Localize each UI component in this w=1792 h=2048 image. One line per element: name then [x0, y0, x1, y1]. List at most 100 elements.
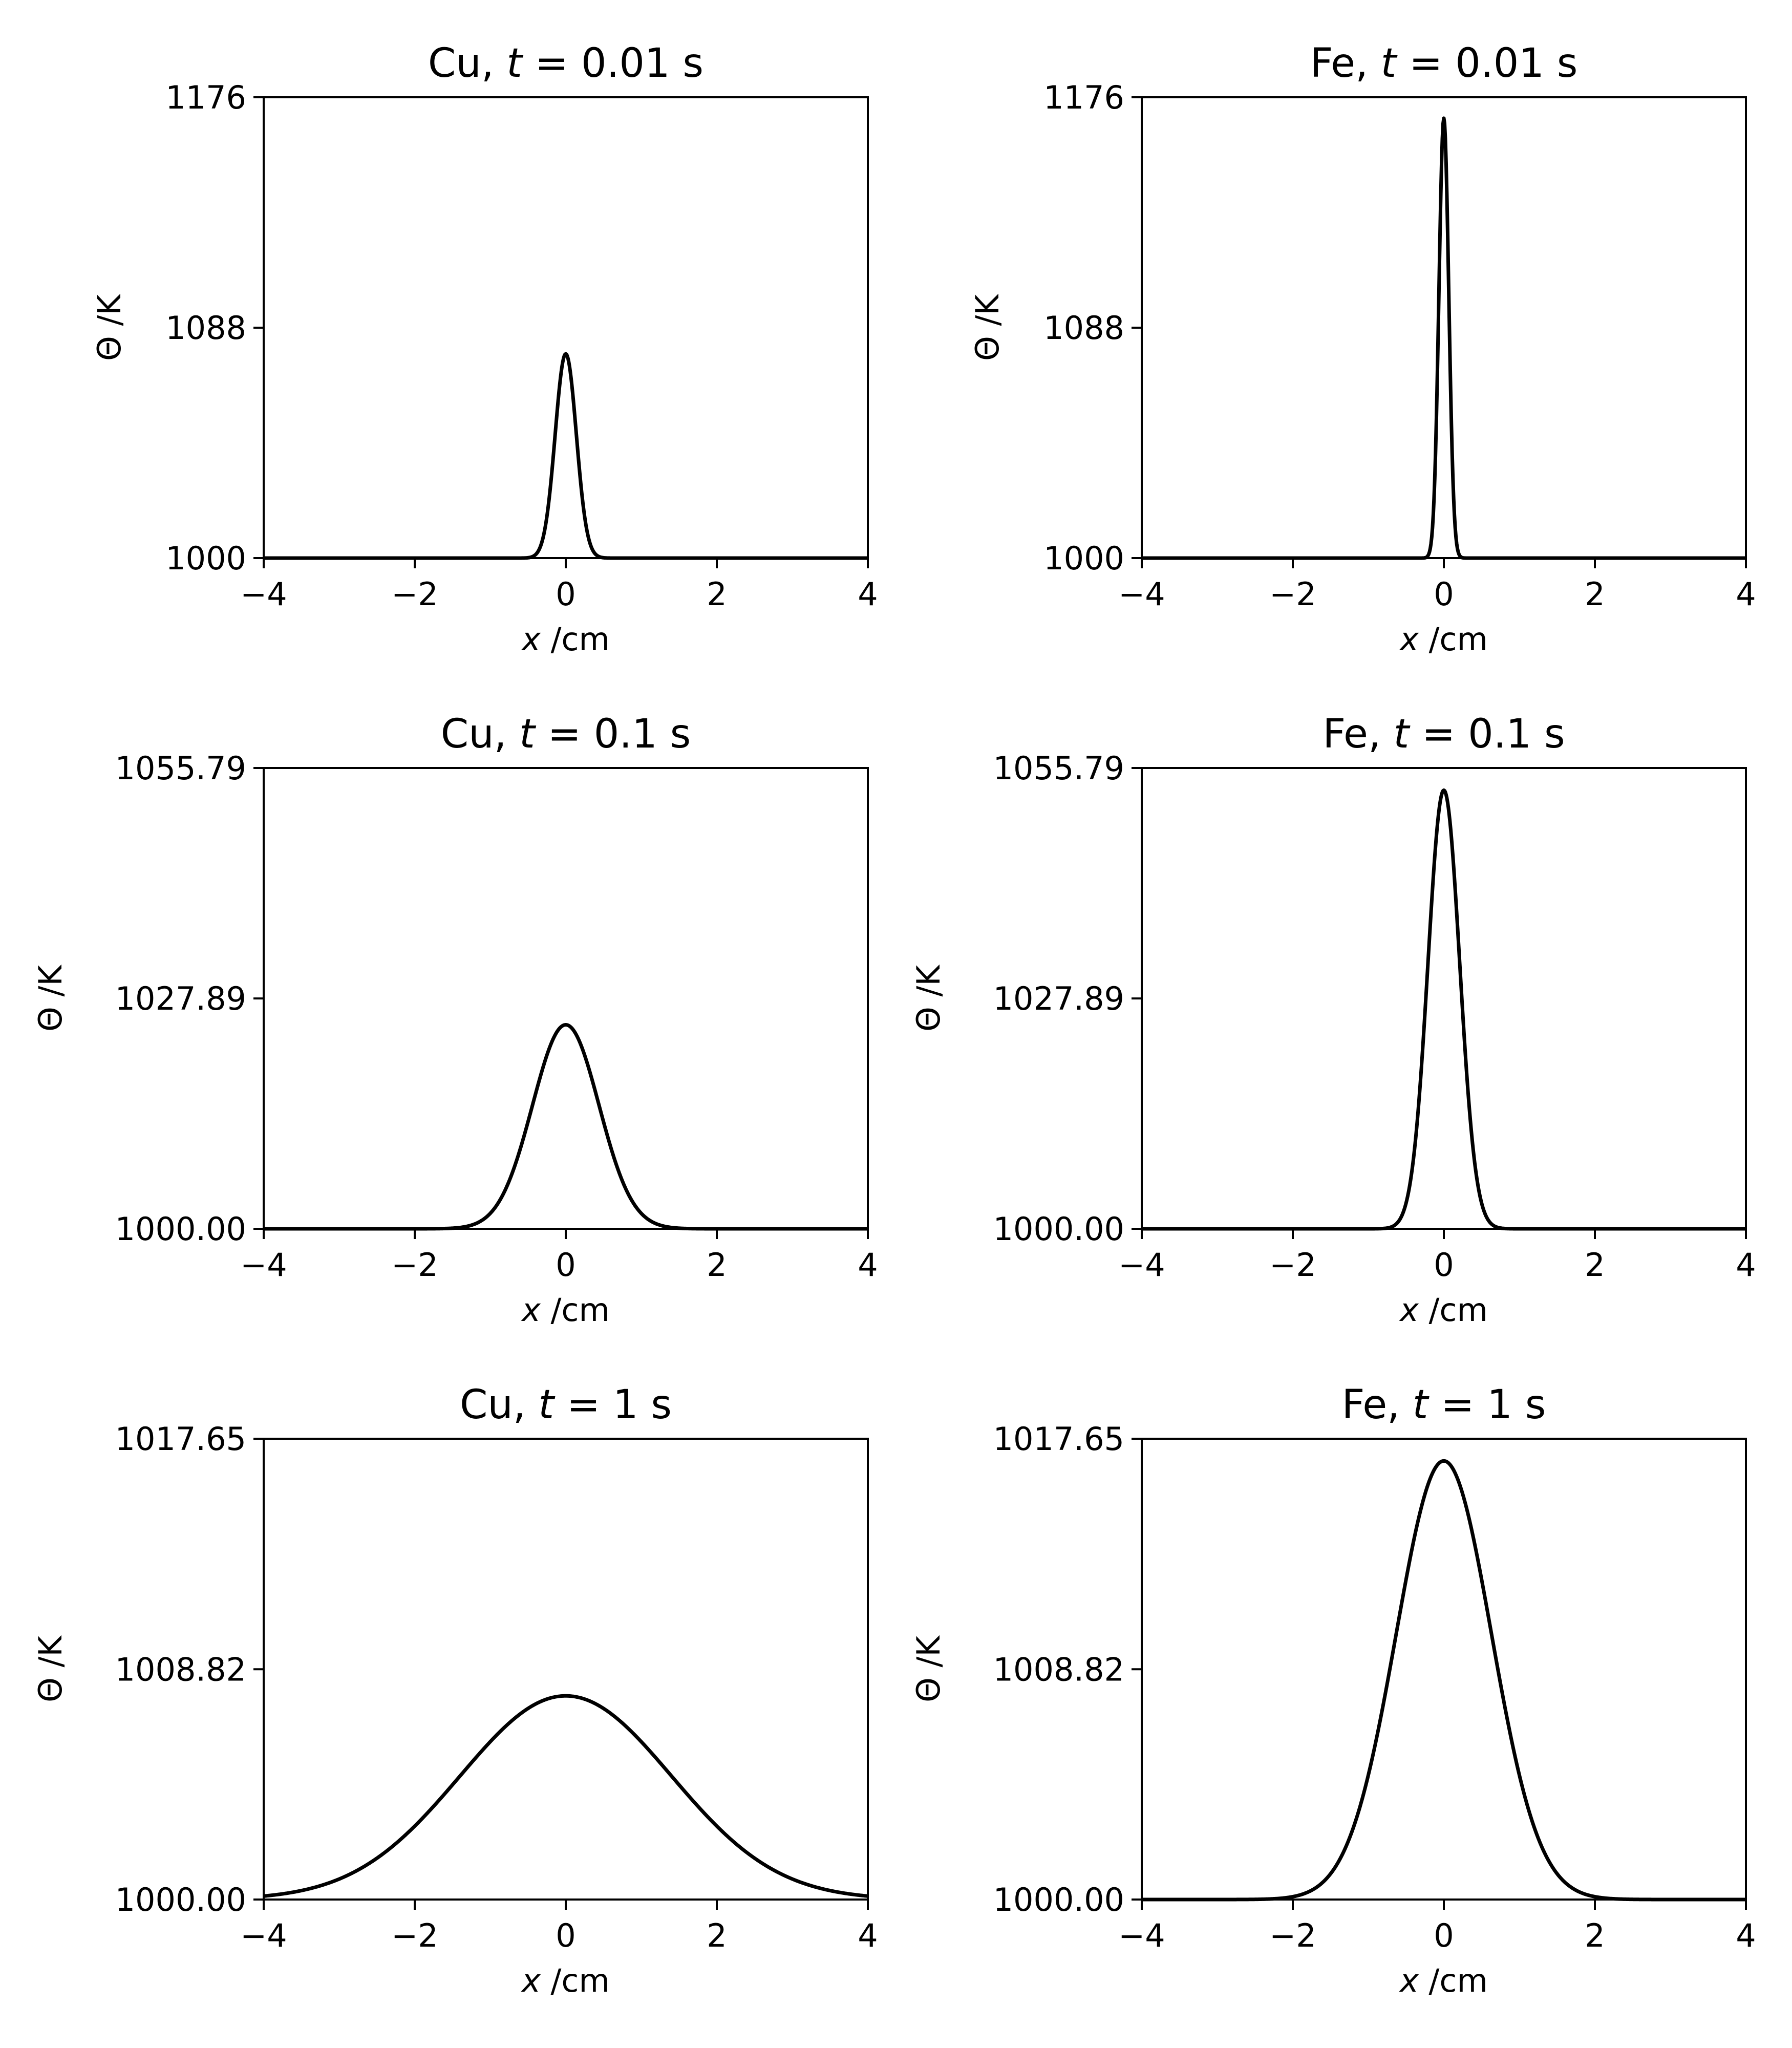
subplot-5: −4 −2 0 2 4 1000.00 1008.82 1017.65 Cu, t = 1 s x… [32, 1382, 878, 1999]
x-tick-label: −4 [1118, 1917, 1165, 1954]
title-time-variable: t [519, 711, 536, 757]
x-tick-label: −2 [1269, 575, 1316, 613]
x-tick-label: 2 [1585, 1917, 1605, 1954]
subplot-title: Cu, t = 0.01 s [428, 40, 703, 87]
y-tick-label: 1017.65 [115, 1420, 246, 1458]
y-tick-label: 1027.89 [993, 980, 1124, 1017]
axes-frame [1141, 1438, 1747, 1901]
x-tick-label: 4 [858, 1246, 878, 1284]
x-tick-label: −2 [391, 1246, 438, 1284]
y-axis-label: Θ /K [32, 965, 69, 1032]
x-tick-label: 2 [707, 1917, 727, 1954]
x-tick-label: −4 [240, 1917, 287, 1954]
title-material: Fe, [1342, 1382, 1413, 1428]
subplot-title: Cu, t = 1 s [460, 1382, 672, 1428]
title-time-variable: t [1394, 711, 1411, 757]
x-tick-label: 4 [1736, 575, 1756, 613]
axes-frame [1141, 767, 1747, 1230]
x-tick-label: 2 [1585, 575, 1605, 613]
axes-frame [263, 1438, 869, 1901]
y-tick-label: 1176 [1043, 79, 1124, 116]
y-axis-label: Θ /K [91, 294, 128, 361]
y-tick-label: 1027.89 [115, 980, 246, 1017]
y-tick-label: 1055.79 [993, 750, 1124, 787]
y-tick-label: 1000.00 [993, 1210, 1124, 1248]
subplot-3: −4 −2 0 2 4 1000.00 1027.89 1055.79 Cu, t = 0.1 … [32, 711, 878, 1329]
x-axis-label: x /cm [1399, 1291, 1488, 1329]
title-time-value: = 0.1 s [535, 711, 691, 757]
y-axis-label: Θ /K [969, 294, 1006, 361]
subplot-6: −4 −2 0 2 4 1000.00 1008.82 1017.65 Fe, t = 1 s x… [910, 1382, 1756, 1999]
x-axis-unit: /cm [1419, 1291, 1488, 1329]
series-line [262, 352, 869, 560]
y-tick-label: 1000 [1043, 540, 1124, 577]
x-tick-label: −2 [1269, 1246, 1316, 1284]
title-material: Cu, [460, 1382, 539, 1428]
x-tick-label: 0 [556, 1917, 575, 1954]
title-material: Cu, [428, 40, 507, 87]
x-axis-variable: x [1399, 621, 1419, 658]
x-axis-variable: x [521, 1962, 541, 1999]
x-tick-label: −2 [1269, 1917, 1316, 1954]
subplot-title: Cu, t = 0.1 s [441, 711, 691, 757]
y-tick-label: 1000 [165, 540, 246, 577]
y-tick-label: 1008.82 [993, 1651, 1124, 1688]
x-tick-label: −4 [240, 1246, 287, 1284]
x-tick-label: 0 [556, 1246, 575, 1284]
x-tick-label: 0 [556, 575, 575, 613]
x-tick-label: 4 [1736, 1246, 1756, 1284]
y-tick-label: 1008.82 [115, 1651, 246, 1688]
x-axis-unit: /cm [1419, 621, 1488, 658]
title-time-variable: t [1381, 40, 1398, 87]
x-axis-variable: x [1399, 1291, 1419, 1329]
series-line [262, 1023, 869, 1231]
title-time-variable: t [538, 1382, 555, 1428]
x-tick-label: 0 [1434, 575, 1454, 613]
title-time-variable: t [506, 40, 523, 87]
title-material: Cu, [441, 711, 520, 757]
x-axis-label: x /cm [521, 1962, 610, 1999]
x-tick-label: −2 [391, 1917, 438, 1954]
x-axis-variable: x [521, 621, 541, 658]
x-axis-label: x /cm [521, 1291, 610, 1329]
x-axis-unit: /cm [541, 1291, 610, 1329]
series-line [1140, 1459, 1747, 1902]
title-time-value: = 0.01 s [1396, 40, 1577, 87]
subplot-4: −4 −2 0 2 4 1000.00 1027.89 1055.79 Fe, t = 0.1 … [910, 711, 1756, 1329]
subplot-title: Fe, t = 0.01 s [1310, 40, 1578, 87]
y-tick-label: 1055.79 [115, 750, 246, 787]
title-time-value: = 0.01 s [522, 40, 703, 87]
x-axis-label: x /cm [521, 621, 610, 658]
x-tick-label: 0 [1434, 1246, 1454, 1284]
y-tick-label: 1000.00 [115, 1210, 246, 1248]
y-axis-label: Θ /K [910, 965, 947, 1032]
axes-frame [1141, 96, 1747, 559]
y-tick-label: 1000.00 [993, 1881, 1124, 1918]
title-time-value: = 1 s [554, 1382, 672, 1428]
title-time-value: = 1 s [1428, 1382, 1546, 1428]
x-axis-unit: /cm [541, 1962, 610, 1999]
x-tick-label: 2 [707, 575, 727, 613]
x-tick-label: −4 [1118, 1246, 1165, 1284]
series-line [1140, 788, 1747, 1231]
x-tick-label: 0 [1434, 1917, 1454, 1954]
y-tick-label: 1000.00 [115, 1881, 246, 1918]
x-axis-unit: /cm [1419, 1962, 1488, 1999]
y-tick-label: 1017.65 [993, 1420, 1124, 1458]
subplot-title: Fe, t = 1 s [1342, 1382, 1546, 1428]
x-axis-variable: x [1399, 1962, 1419, 1999]
x-axis-unit: /cm [541, 621, 610, 658]
title-time-value: = 0.1 s [1409, 711, 1565, 757]
x-tick-label: −2 [391, 575, 438, 613]
axes-frame [263, 96, 869, 559]
axes-frame [263, 767, 869, 1230]
x-axis-variable: x [521, 1291, 541, 1329]
title-time-variable: t [1413, 1382, 1430, 1428]
x-axis-label: x /cm [1399, 1962, 1488, 1999]
subplot-title: Fe, t = 0.1 s [1322, 711, 1565, 757]
x-tick-label: 4 [858, 575, 878, 613]
x-axis-label: x /cm [1399, 621, 1488, 658]
series-line [262, 1694, 869, 1898]
x-tick-label: 4 [858, 1917, 878, 1954]
